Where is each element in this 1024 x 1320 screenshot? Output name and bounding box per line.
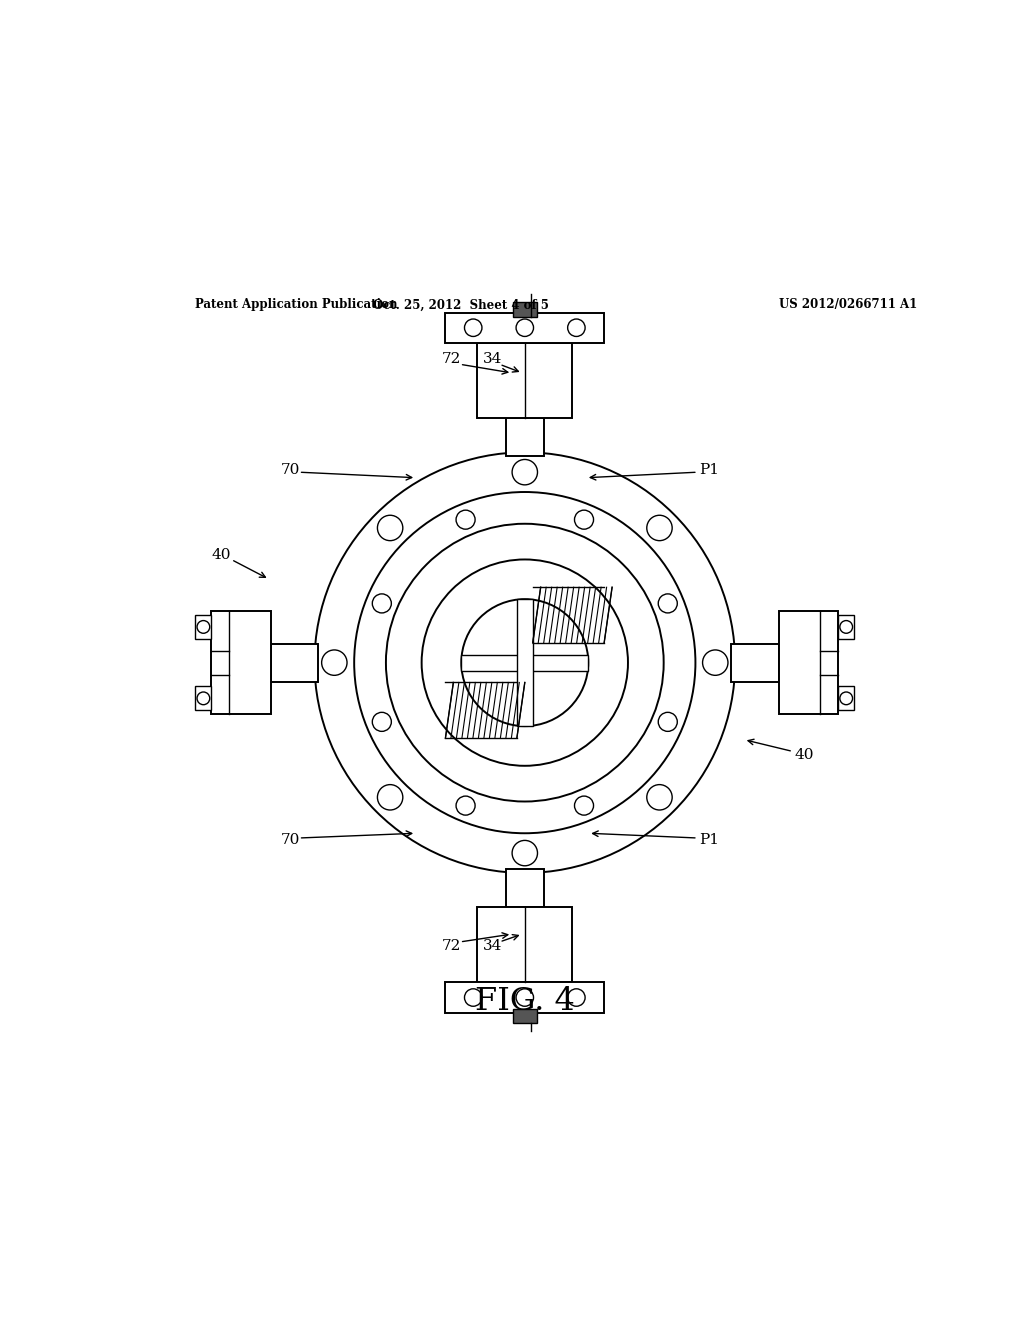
Bar <box>506 418 544 457</box>
Text: Oct. 25, 2012  Sheet 4 of 5: Oct. 25, 2012 Sheet 4 of 5 <box>374 298 549 312</box>
Bar <box>839 615 854 639</box>
Text: 40: 40 <box>211 549 230 562</box>
Bar <box>839 686 854 710</box>
Text: Patent Application Publication: Patent Application Publication <box>196 298 398 312</box>
Text: 72: 72 <box>442 352 462 367</box>
Bar <box>196 615 211 639</box>
Text: P1: P1 <box>699 463 720 477</box>
Bar <box>517 599 532 726</box>
Text: 72: 72 <box>442 939 462 953</box>
Bar <box>461 655 588 671</box>
Bar <box>779 611 839 714</box>
Bar <box>270 644 318 681</box>
Bar <box>445 982 604 1012</box>
Text: 70: 70 <box>281 463 300 477</box>
Bar <box>477 907 572 982</box>
Text: 34: 34 <box>483 939 503 953</box>
Bar <box>477 343 572 418</box>
Text: P1: P1 <box>699 833 720 846</box>
Text: 34: 34 <box>483 352 503 367</box>
Bar <box>513 1008 537 1023</box>
Text: 70: 70 <box>281 833 300 846</box>
Bar <box>506 869 544 907</box>
Bar <box>196 686 211 710</box>
Bar <box>513 302 537 317</box>
Text: US 2012/0266711 A1: US 2012/0266711 A1 <box>779 298 918 312</box>
Bar <box>211 611 270 714</box>
Bar <box>731 644 779 681</box>
Bar <box>445 313 604 343</box>
Text: FIG. 4: FIG. 4 <box>475 986 574 1016</box>
Text: 40: 40 <box>795 748 814 763</box>
